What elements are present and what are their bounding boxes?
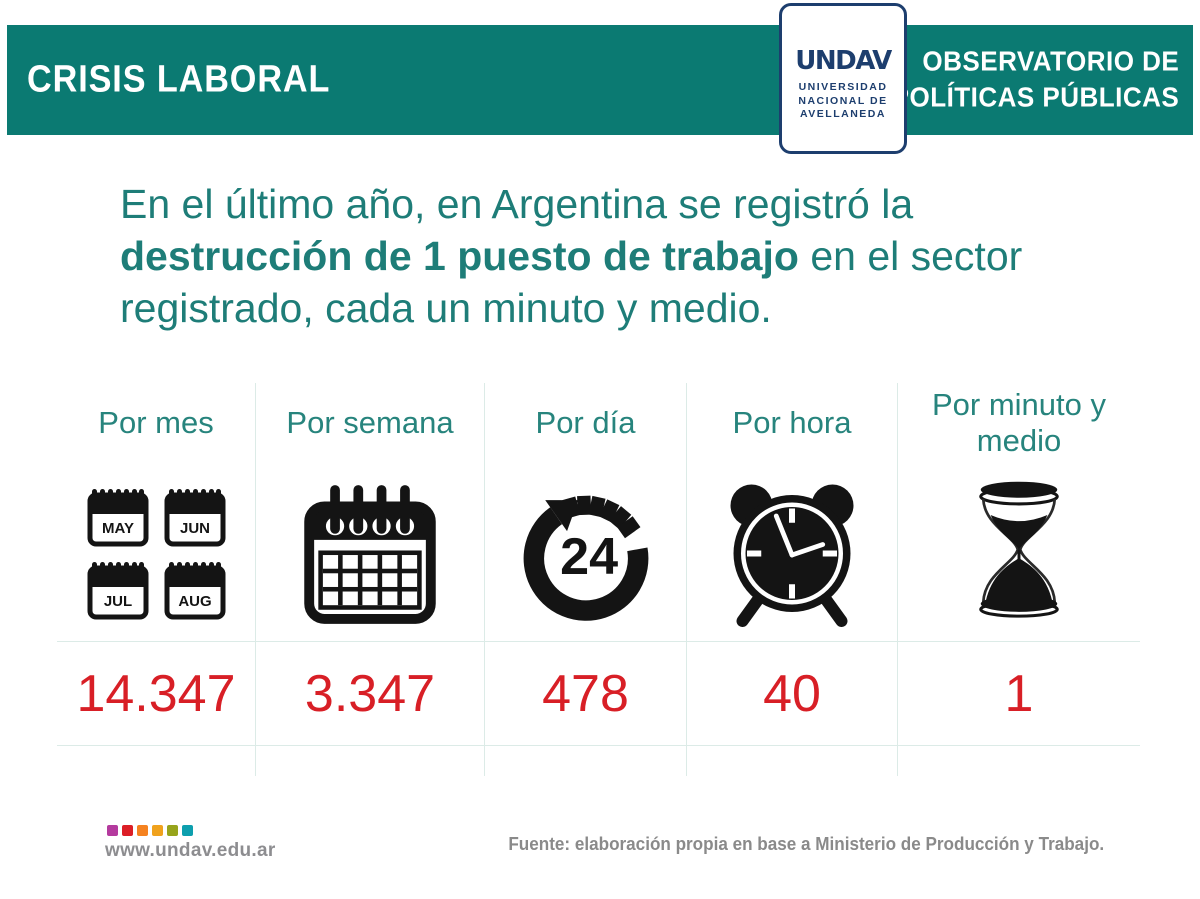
value-text-por-hora: 40 — [763, 664, 821, 723]
table-spacer — [57, 746, 256, 776]
24-hours-arrow-icon: 24 — [485, 463, 686, 641]
logo-line-universidad: UNIVERSIDAD — [798, 81, 888, 93]
observatory-line-2: POLÍTICAS PÚBLICAS — [891, 82, 1179, 113]
stat-value-por-hora: 40 — [687, 642, 898, 746]
table-spacer — [687, 746, 898, 776]
calendar-jun-icon: JUN — [164, 488, 225, 546]
observatory-title: OBSERVATORIO DE POLÍTICAS PÚBLICAS — [891, 44, 1179, 117]
color-dot-amber — [152, 825, 163, 836]
svg-text:AUG: AUG — [178, 593, 211, 610]
color-dot-magenta — [107, 825, 118, 836]
stat-column-por-mes: Por mes MAY JUN — [57, 383, 256, 642]
logo-line-avellaneda: AVELLANEDA — [800, 108, 886, 121]
website-link[interactable]: www.undav.edu.ar — [105, 840, 276, 861]
column-label-por-minuto: Por minuto y medio — [931, 387, 1106, 458]
months-calendars-icon: MAY JUN JUL — [57, 463, 255, 641]
table-spacer — [898, 746, 1140, 776]
stat-value-por-mes: 14.347 — [57, 642, 256, 746]
undav-color-dots — [107, 825, 193, 836]
headline-part1: En el último año, en Argentina se regist… — [120, 181, 914, 227]
undav-logo-text: UNIVERSIDAD NACIONAL DE AVELLANEDA — [798, 81, 887, 122]
header-bar: CRISIS LABORAL OBSERVATORIO DE POLÍTICAS… — [7, 25, 1193, 135]
column-label-por-mes: Por mes — [98, 405, 214, 441]
column-label-por-hora: Por hora — [732, 405, 852, 441]
observatory-line-1: OBSERVATORIO DE — [922, 45, 1179, 77]
headline: En el último año, en Argentina se regist… — [120, 178, 1095, 334]
headline-bold: destrucción de 1 puesto de trabajo — [120, 233, 799, 279]
value-text-por-dia: 478 — [542, 664, 629, 723]
undav-wordmark: UNDAV — [795, 46, 892, 76]
value-text-por-semana: 3.347 — [304, 664, 436, 723]
color-dot-teal — [182, 825, 193, 836]
alarm-clock-icon — [687, 463, 897, 641]
svg-text:24: 24 — [560, 528, 618, 586]
svg-text:JUN: JUN — [179, 520, 209, 537]
stat-column-por-hora: Por hora — [687, 383, 898, 642]
calendar-may-icon: MAY — [87, 488, 148, 546]
stat-value-por-semana: 3.347 — [256, 642, 485, 746]
svg-text:MAY: MAY — [102, 520, 134, 537]
stat-value-por-minuto: 1 — [898, 642, 1140, 746]
table-spacer — [485, 746, 687, 776]
stat-column-por-minuto: Por minuto y medio — [898, 383, 1140, 642]
color-dot-olive — [167, 825, 178, 836]
column-label-por-dia: Por día — [535, 405, 636, 441]
value-text-por-minuto: 1 — [1004, 664, 1034, 723]
hourglass-icon — [898, 463, 1140, 641]
logo-line-nacional: NACIONAL DE — [798, 94, 888, 107]
source-note: Fuente: elaboración propia en base a Min… — [508, 834, 1104, 854]
page-title: CRISIS LABORAL — [27, 58, 331, 101]
color-dot-red — [122, 825, 133, 836]
headline-part3: en el sector registrado, cada un minuto … — [120, 233, 1023, 331]
stat-column-por-semana: Por semana — [256, 383, 485, 642]
calendar-aug-icon: AUG — [164, 561, 225, 619]
week-calendar-icon — [256, 463, 484, 641]
stats-table: Por mes MAY JUN — [57, 383, 1140, 776]
color-dot-orange — [137, 825, 148, 836]
stat-column-por-dia: Por día 24 — [485, 383, 687, 642]
undav-logo: UNDAV UNIVERSIDAD NACIONAL DE AVELLANEDA — [779, 3, 907, 154]
stat-value-por-dia: 478 — [485, 642, 687, 746]
calendar-jul-icon: JUL — [87, 561, 148, 619]
table-spacer — [256, 746, 485, 776]
column-label-por-semana: Por semana — [286, 405, 454, 441]
value-text-por-mes: 14.347 — [76, 664, 236, 723]
svg-text:JUL: JUL — [103, 593, 131, 610]
